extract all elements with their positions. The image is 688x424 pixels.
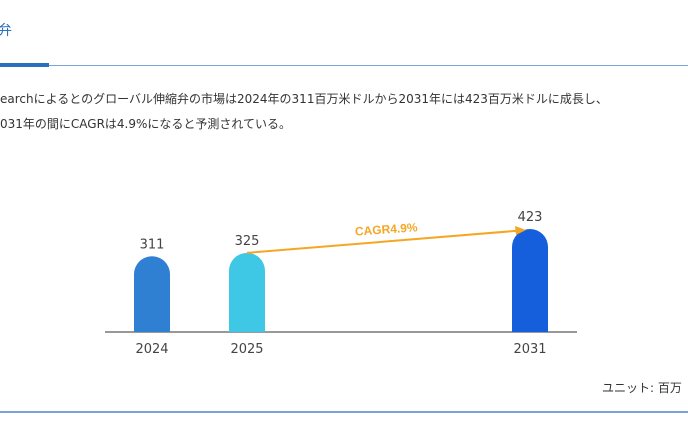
bar-2024 <box>134 256 170 332</box>
bar-2025 <box>229 252 265 332</box>
value-label-2024: 311 <box>140 237 165 252</box>
value-label-2025: 325 <box>235 234 260 249</box>
value-label-2031: 423 <box>518 210 543 225</box>
bar-2031 <box>512 229 548 332</box>
category-label-2024: 2024 <box>135 342 168 357</box>
cagr-arrowhead <box>515 226 526 235</box>
tab-active[interactable]: 弁 <box>0 23 12 39</box>
category-label-2025: 2025 <box>230 342 263 357</box>
bottom-divider <box>0 411 688 413</box>
description-line-1: earchによるとのグローバル伸縮弁の市場は2024年の311百万米ドルから20… <box>0 92 608 106</box>
cagr-arrow <box>246 229 519 254</box>
tab-active-indicator <box>0 63 49 67</box>
unit-label: ユニット: 百万 <box>602 381 682 395</box>
market-size-chart: 311 2024 325 2025 423 2031 CAGR4.9% <box>105 210 577 357</box>
tab-divider <box>0 65 688 66</box>
cagr-label: CAGR4.9% <box>354 220 418 238</box>
category-label-2031: 2031 <box>513 342 546 357</box>
description-line-2: 031年の間にCAGRは4.9%になると予測されている。 <box>0 117 292 131</box>
